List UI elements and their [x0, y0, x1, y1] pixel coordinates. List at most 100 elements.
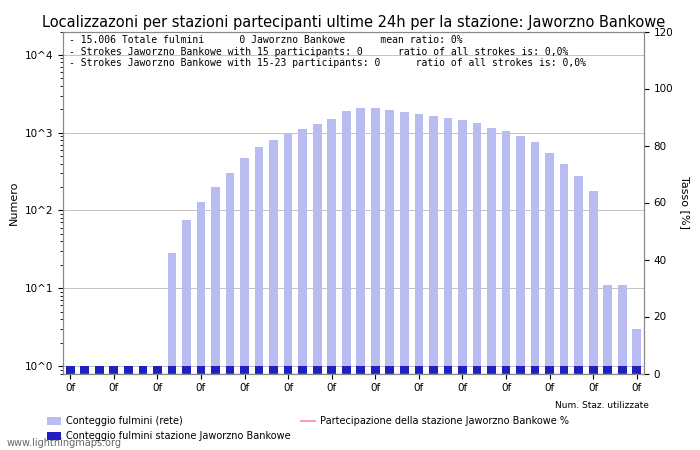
Partecipazione della stazione Jaworzno Bankowe % [429, 371, 438, 376]
Bar [313, 366, 321, 450]
Bar [328, 119, 336, 450]
Partecipazione della stazione Jaworzno Bankowe % [400, 371, 409, 376]
Partecipazione della stazione Jaworzno Bankowe % [298, 371, 307, 376]
Bar [240, 366, 249, 450]
Partecipazione della stazione Jaworzno Bankowe % [560, 371, 568, 376]
Bar [139, 366, 147, 450]
Bar [109, 366, 118, 450]
Bar [342, 366, 351, 450]
Bar [414, 366, 424, 450]
Bar [531, 366, 540, 450]
Partecipazione della stazione Jaworzno Bankowe % [270, 371, 278, 376]
Bar [356, 108, 365, 450]
Partecipazione della stazione Jaworzno Bankowe % [487, 371, 496, 376]
Bar [574, 176, 583, 450]
Partecipazione della stazione Jaworzno Bankowe % [356, 371, 365, 376]
Partecipazione della stazione Jaworzno Bankowe % [197, 371, 205, 376]
Bar [632, 366, 641, 450]
Bar [473, 366, 482, 450]
Bar [225, 366, 234, 450]
Bar [560, 164, 568, 450]
Bar [225, 173, 234, 450]
Partecipazione della stazione Jaworzno Bankowe % [444, 371, 452, 376]
Partecipazione della stazione Jaworzno Bankowe % [226, 371, 234, 376]
Bar [139, 366, 147, 450]
Bar [429, 366, 438, 450]
Partecipazione della stazione Jaworzno Bankowe % [255, 371, 263, 376]
Bar [502, 131, 510, 450]
Bar [356, 366, 365, 450]
Partecipazione della stazione Jaworzno Bankowe % [371, 371, 379, 376]
Bar [603, 285, 612, 450]
Partecipazione della stazione Jaworzno Bankowe % [110, 371, 118, 376]
Partecipazione della stazione Jaworzno Bankowe % [328, 371, 336, 376]
Bar [270, 140, 278, 450]
Bar [153, 366, 162, 450]
Bar [560, 366, 568, 450]
Partecipazione della stazione Jaworzno Bankowe % [531, 371, 539, 376]
Bar [545, 366, 554, 450]
Partecipazione della stazione Jaworzno Bankowe % [575, 371, 583, 376]
Bar [400, 112, 409, 450]
Partecipazione della stazione Jaworzno Bankowe % [313, 371, 321, 376]
Bar [589, 191, 598, 450]
Bar [211, 366, 220, 450]
Text: www.lightningmaps.org: www.lightningmaps.org [7, 438, 122, 448]
Bar [95, 366, 104, 450]
Partecipazione della stazione Jaworzno Bankowe % [342, 371, 351, 376]
Partecipazione della stazione Jaworzno Bankowe % [545, 371, 554, 376]
Bar [502, 366, 510, 450]
Bar [400, 366, 409, 450]
Partecipazione della stazione Jaworzno Bankowe % [502, 371, 510, 376]
Bar [618, 366, 626, 450]
Bar [473, 122, 482, 450]
Bar [167, 366, 176, 450]
Partecipazione della stazione Jaworzno Bankowe % [139, 371, 147, 376]
Bar [95, 366, 104, 450]
Bar [255, 366, 263, 450]
Partecipazione della stazione Jaworzno Bankowe % [603, 371, 612, 376]
Bar [589, 366, 598, 450]
Partecipazione della stazione Jaworzno Bankowe % [66, 371, 74, 376]
Bar [371, 108, 379, 450]
Y-axis label: Numero: Numero [9, 180, 19, 225]
Legend: Conteggio fulmini (rete), Conteggio fulmini stazione Jaworzno Bankowe, Partecipa: Conteggio fulmini (rete), Conteggio fulm… [43, 413, 573, 445]
Bar [444, 366, 452, 450]
Bar [545, 153, 554, 450]
Bar [458, 366, 467, 450]
Bar [618, 285, 626, 450]
Partecipazione della stazione Jaworzno Bankowe % [240, 371, 248, 376]
Bar [124, 366, 133, 450]
Text: - 15.006 Totale fulmini      0 Jaworzno Bankowe      mean ratio: 0%
- Strokes Ja: - 15.006 Totale fulmini 0 Jaworzno Banko… [69, 35, 586, 68]
Bar [516, 136, 525, 450]
Bar [603, 366, 612, 450]
Partecipazione della stazione Jaworzno Bankowe % [182, 371, 190, 376]
Bar [240, 158, 249, 450]
Bar [298, 130, 307, 450]
Bar [414, 114, 424, 450]
Bar [66, 366, 75, 450]
Bar [531, 142, 540, 450]
Bar [342, 111, 351, 450]
Bar [109, 366, 118, 450]
Title: Localizzazoni per stazioni partecipanti ultime 24h per la stazione: Jaworzno Ban: Localizzazoni per stazioni partecipanti … [42, 15, 665, 30]
Bar [371, 366, 379, 450]
Bar [632, 329, 641, 450]
Bar [429, 116, 438, 450]
Bar [386, 110, 394, 450]
Partecipazione della stazione Jaworzno Bankowe % [517, 371, 525, 376]
Bar [80, 366, 89, 450]
Bar [80, 366, 89, 450]
Bar [458, 120, 467, 450]
Partecipazione della stazione Jaworzno Bankowe % [458, 371, 467, 376]
Bar [487, 366, 496, 450]
Bar [66, 366, 75, 450]
Partecipazione della stazione Jaworzno Bankowe % [633, 371, 641, 376]
Bar [167, 253, 176, 450]
Partecipazione della stazione Jaworzno Bankowe % [414, 371, 423, 376]
Bar [313, 124, 321, 450]
Bar [153, 366, 162, 450]
Bar [284, 366, 293, 450]
Partecipazione della stazione Jaworzno Bankowe % [211, 371, 220, 376]
Bar [255, 147, 263, 450]
